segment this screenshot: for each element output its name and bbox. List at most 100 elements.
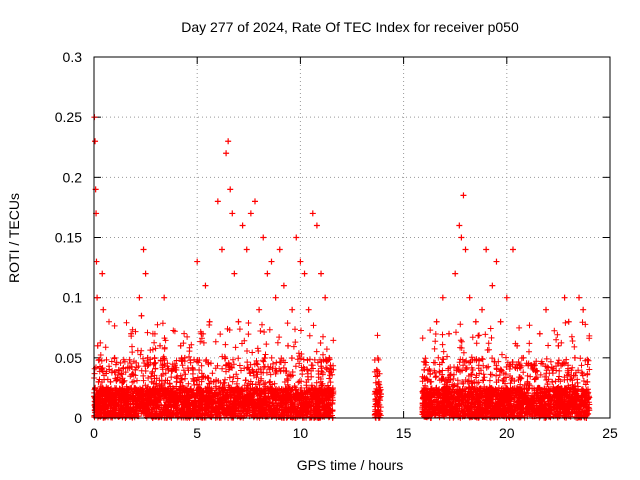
x-tick-label: 20 <box>499 425 515 441</box>
data-point <box>202 282 209 289</box>
data-point <box>268 258 275 265</box>
data-point <box>194 258 201 265</box>
data-point <box>181 354 188 361</box>
y-tick-label: 0 <box>74 410 82 426</box>
data-point <box>483 246 490 253</box>
chart-title: Day 277 of 2024, Rate Of TEC Index for r… <box>181 19 519 35</box>
data-point <box>229 210 236 217</box>
data-point <box>439 294 446 301</box>
data-point <box>227 186 234 193</box>
y-tick-label: 0.05 <box>55 350 82 366</box>
data-point <box>198 330 205 337</box>
data-point <box>206 318 213 325</box>
data-point <box>309 210 316 217</box>
data-point <box>561 294 568 301</box>
data-point <box>223 150 230 157</box>
data-point <box>433 318 440 325</box>
data-point <box>105 390 112 397</box>
plot-frame <box>93 56 611 419</box>
data-point <box>124 390 131 397</box>
data-point <box>503 294 510 301</box>
x-tick-label: 25 <box>602 425 618 441</box>
data-point <box>305 306 312 313</box>
data-point <box>243 246 250 253</box>
data-point <box>148 378 155 385</box>
data-point <box>98 396 105 403</box>
data-point <box>225 138 232 145</box>
data-point <box>555 342 562 349</box>
data-point <box>272 294 279 301</box>
data-point <box>280 282 287 289</box>
y-axis-ticks: 0 0.05 0.1 0.15 0.2 0.25 0.3 <box>55 49 610 426</box>
data-point <box>497 318 504 325</box>
x-tick-label: 0 <box>90 425 98 441</box>
dense-point-cluster <box>371 332 384 421</box>
data-point <box>530 366 537 373</box>
data-point <box>119 378 126 385</box>
data-point <box>472 318 479 325</box>
data-point <box>524 378 531 385</box>
data-point <box>373 366 380 373</box>
data-point <box>479 306 486 313</box>
data-point <box>276 246 283 253</box>
data-point <box>318 270 325 277</box>
dense-point-cluster <box>91 318 337 421</box>
data-point <box>103 402 110 409</box>
data-points <box>91 114 591 409</box>
data-point <box>169 390 176 397</box>
data-point <box>256 306 263 313</box>
data-point <box>214 198 221 205</box>
data-point <box>231 270 238 277</box>
data-point <box>190 366 197 373</box>
y-tick-label: 0.15 <box>55 230 82 246</box>
data-point <box>260 234 267 241</box>
data-point <box>138 312 145 319</box>
data-point <box>247 210 254 217</box>
data-point <box>509 246 516 253</box>
data-point <box>144 354 151 361</box>
data-point <box>235 318 242 325</box>
data-point <box>536 330 543 337</box>
y-tick-label: 0.2 <box>63 169 83 185</box>
data-point <box>140 246 147 253</box>
data-point <box>289 306 296 313</box>
data-point <box>128 330 135 337</box>
data-point <box>460 192 467 199</box>
dense-point-cluster <box>419 319 593 421</box>
data-point <box>218 246 225 253</box>
data-point <box>514 342 521 349</box>
data-point <box>115 366 122 373</box>
x-tick-label: 10 <box>293 425 309 441</box>
data-point <box>571 354 578 361</box>
data-point <box>96 390 103 397</box>
data-point <box>285 342 292 349</box>
y-tick-label: 0.3 <box>63 49 83 65</box>
data-point <box>165 366 172 373</box>
data-point <box>157 342 164 349</box>
data-point <box>100 306 107 313</box>
data-point <box>94 294 101 301</box>
data-point <box>576 294 583 301</box>
data-point <box>111 354 118 361</box>
data-point <box>375 378 382 385</box>
data-point <box>313 222 320 229</box>
data-point <box>107 378 114 385</box>
data-point <box>297 258 304 265</box>
data-point <box>99 270 106 277</box>
data-point <box>493 258 500 265</box>
data-point <box>239 222 246 229</box>
data-point <box>152 390 159 397</box>
data-point <box>322 294 329 301</box>
data-point <box>210 378 217 385</box>
data-point <box>452 270 459 277</box>
data-point <box>458 234 465 241</box>
data-point <box>264 270 271 277</box>
data-point <box>173 378 180 385</box>
data-point <box>136 294 143 301</box>
data-point <box>301 270 308 277</box>
data-point <box>94 342 101 349</box>
data-point <box>543 306 550 313</box>
x-tick-label: 15 <box>396 425 412 441</box>
data-point <box>462 246 469 253</box>
data-point <box>132 366 139 373</box>
